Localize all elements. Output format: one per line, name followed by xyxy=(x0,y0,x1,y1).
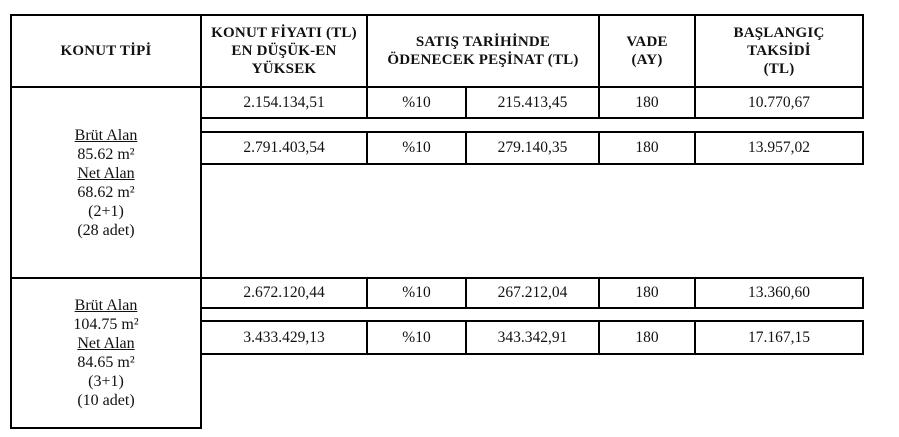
fiyat-value: 3.433.429,13 xyxy=(243,328,325,346)
header-line: KONUT TİPİ xyxy=(60,43,152,59)
pesinat-oran-value: %10 xyxy=(402,284,431,301)
header-line: TAKSİDİ xyxy=(747,43,811,59)
header-pesinat-text: SATIŞ TARİHİNDE ÖDENECEK PEŞİNAT (TL) xyxy=(387,33,578,69)
vade-value: 180 xyxy=(635,284,659,301)
header-line: BAŞLANGIÇ xyxy=(733,25,825,41)
type-line-net-value: 68.62 m² xyxy=(77,183,135,201)
g2r1-pesinat-cell: 267.212,04 xyxy=(465,277,600,309)
type-line-plan: (2+1) xyxy=(88,202,124,220)
header-line: EN DÜŞÜK-EN xyxy=(231,43,337,59)
g1r1-pesinat-cell: 215.413,45 xyxy=(465,86,600,119)
g2r2-taksit-cell: 17.167,15 xyxy=(694,320,864,355)
taksit-value: 13.360,60 xyxy=(748,284,810,301)
g2r2-fiyat-cell: 3.433.429,13 xyxy=(200,320,368,355)
pesinat-oran-value: %10 xyxy=(402,328,431,346)
header-vade-text: VADE (AY) xyxy=(626,33,667,69)
header-konut-tipi-text: KONUT TİPİ xyxy=(60,42,151,60)
g2r1-taksit-cell: 13.360,60 xyxy=(694,277,864,309)
type-line-net-alan: Net Alan xyxy=(77,164,135,182)
g2r1-pesinat-oran-cell: %10 xyxy=(366,277,467,309)
g2r2-pesinat-cell: 343.342,91 xyxy=(465,320,600,355)
taksit-value: 10.770,67 xyxy=(748,93,810,111)
header-line: YÜKSEK xyxy=(251,61,317,77)
taksit-value: 13.957,02 xyxy=(748,139,810,156)
fiyat-value: 2.672.120,44 xyxy=(243,284,325,301)
g2r2-vade-cell: 180 xyxy=(598,320,696,355)
header-taksit-text: BAŞLANGIÇ TAKSİDİ (TL) xyxy=(734,24,825,78)
group2-konut-tipi-cell: Brüt Alan 104.75 m² Net Alan 84.65 m² (3… xyxy=(10,277,202,429)
type-line-brut-value: 85.62 m² xyxy=(77,145,135,163)
header-fiyat-text: KONUT FİYATI (TL) EN DÜŞÜK-EN YÜKSEK xyxy=(211,24,357,78)
pesinat-oran-value: %10 xyxy=(402,93,431,111)
g1r2-pesinat-cell: 279.140,35 xyxy=(465,131,600,165)
pesinat-value: 279.140,35 xyxy=(497,139,568,156)
header-cell-konut-tipi: KONUT TİPİ xyxy=(10,14,202,88)
pesinat-oran-value: %10 xyxy=(402,139,431,156)
g2r1-vade-cell: 180 xyxy=(598,277,696,309)
header-cell-taksit: BAŞLANGIÇ TAKSİDİ (TL) xyxy=(694,14,864,88)
header-cell-fiyat: KONUT FİYATI (TL) EN DÜŞÜK-EN YÜKSEK xyxy=(200,14,368,88)
header-line: KONUT FİYATI (TL) xyxy=(211,25,357,41)
header-line: ÖDENECEK PEŞİNAT (TL) xyxy=(387,52,579,68)
vade-value: 180 xyxy=(635,139,659,156)
header-line: (TL) xyxy=(763,61,795,77)
g1r1-fiyat-cell: 2.154.134,51 xyxy=(200,86,368,119)
pesinat-value: 343.342,91 xyxy=(497,328,568,346)
header-line: (AY) xyxy=(631,52,663,68)
type-line-net-alan: Net Alan xyxy=(77,335,135,352)
g1r2-pesinat-oran-cell: %10 xyxy=(366,131,467,165)
header-line: SATIŞ TARİHİNDE xyxy=(415,34,551,50)
g1r2-fiyat-cell: 2.791.403,54 xyxy=(200,131,368,165)
type-line-count: (10 adet) xyxy=(77,392,135,409)
g1r1-vade-cell: 180 xyxy=(598,86,696,119)
header-line: VADE xyxy=(626,34,668,50)
type-line-brut-value: 104.75 m² xyxy=(73,316,139,333)
pesinat-value: 215.413,45 xyxy=(497,93,568,111)
g1r1-taksit-cell: 10.770,67 xyxy=(694,86,864,119)
taksit-value: 17.167,15 xyxy=(748,328,810,346)
pesinat-value: 267.212,04 xyxy=(497,284,568,301)
group1-konut-tipi-text: Brüt Alan 85.62 m² Net Alan 68.62 m² (2+… xyxy=(75,126,138,240)
type-line-net-value: 84.65 m² xyxy=(77,354,135,371)
type-line-plan: (3+1) xyxy=(88,373,124,390)
header-cell-pesinat: SATIŞ TARİHİNDE ÖDENECEK PEŞİNAT (TL) xyxy=(366,14,600,88)
vade-value: 180 xyxy=(635,328,659,346)
group2-konut-tipi-text: Brüt Alan 104.75 m² Net Alan 84.65 m² (3… xyxy=(73,296,138,410)
type-line-count: (28 adet) xyxy=(77,221,135,239)
fiyat-value: 2.791.403,54 xyxy=(243,139,325,156)
type-line-brut-alan: Brüt Alan xyxy=(74,126,138,144)
group1-konut-tipi-cell: Brüt Alan 85.62 m² Net Alan 68.62 m² (2+… xyxy=(10,86,202,279)
g1r2-taksit-cell: 13.957,02 xyxy=(694,131,864,165)
header-cell-vade: VADE (AY) xyxy=(598,14,696,88)
fiyat-value: 2.154.134,51 xyxy=(243,93,325,111)
vade-value: 180 xyxy=(635,93,659,111)
g1r2-vade-cell: 180 xyxy=(598,131,696,165)
g2r1-fiyat-cell: 2.672.120,44 xyxy=(200,277,368,309)
type-line-brut-alan: Brüt Alan xyxy=(74,297,138,314)
g1r1-pesinat-oran-cell: %10 xyxy=(366,86,467,119)
g2r2-pesinat-oran-cell: %10 xyxy=(366,320,467,355)
